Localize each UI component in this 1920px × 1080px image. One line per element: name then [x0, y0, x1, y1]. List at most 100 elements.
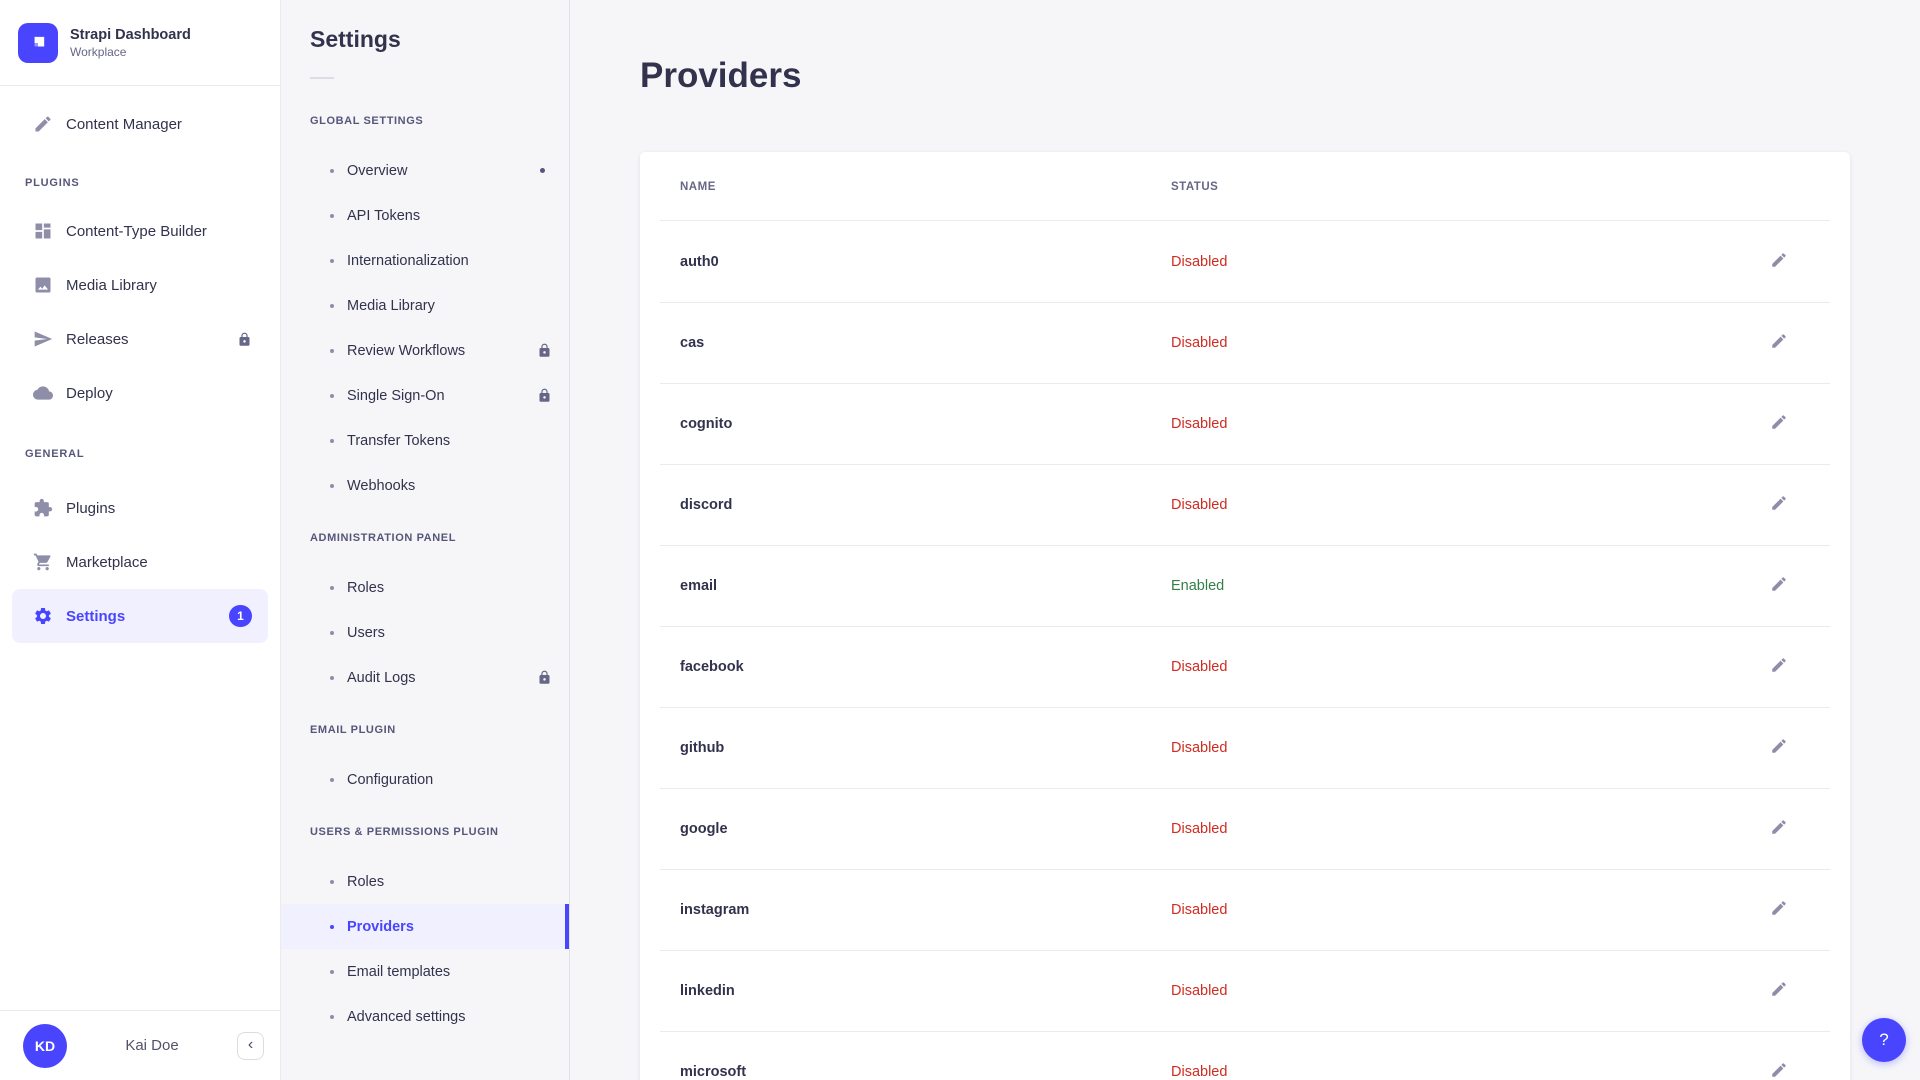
subnav-item-email-templates[interactable]: Email templates	[281, 949, 569, 994]
subnav-item-label: Roles	[347, 579, 385, 596]
subnav-item-api-tokens[interactable]: API Tokens	[281, 193, 569, 238]
subnav-item-transfer-tokens[interactable]: Transfer Tokens	[281, 418, 569, 463]
edit-provider-button[interactable]	[1764, 974, 1794, 1007]
provider-name: facebook	[680, 658, 744, 675]
bullet-icon	[330, 924, 334, 929]
provider-status: Disabled	[1171, 739, 1228, 756]
table-row-discord[interactable]: discord Disabled	[640, 464, 1850, 545]
sidebar-footer: KD Kai Doe ‹	[0, 1010, 280, 1080]
notification-dot-icon	[540, 168, 545, 173]
table-row-linkedin[interactable]: linkedin Disabled	[640, 950, 1850, 1031]
pencil-icon	[1770, 899, 1788, 920]
table-row-instagram[interactable]: instagram Disabled	[640, 869, 1850, 950]
subnav-item-advanced-settings[interactable]: Advanced settings	[281, 994, 569, 1039]
brand[interactable]: Strapi Dashboard Workplace	[0, 0, 280, 86]
subnav-item-providers[interactable]: Providers	[281, 904, 569, 949]
subnav-item-internationalization[interactable]: Internationalization	[281, 238, 569, 283]
provider-status: Disabled	[1171, 1063, 1228, 1080]
sidebar-nav: Content Manager PLUGINS Content-Type Bui…	[0, 86, 280, 643]
table-row-cognito[interactable]: cognito Disabled	[640, 383, 1850, 464]
edit-provider-button[interactable]	[1764, 245, 1794, 278]
gear-icon	[33, 606, 53, 626]
subnav-item-review-workflows[interactable]: Review Workflows	[281, 328, 569, 373]
subnav-title: Settings	[310, 26, 401, 52]
table-row-email[interactable]: email Enabled	[640, 545, 1850, 626]
table-row-facebook[interactable]: facebook Disabled	[640, 626, 1850, 707]
provider-name: email	[680, 577, 718, 594]
table-row-auth0[interactable]: auth0 Disabled	[640, 221, 1850, 302]
subnav-item-label: Users	[347, 624, 385, 641]
pencil-icon	[1770, 413, 1788, 434]
provider-name: auth0	[680, 253, 719, 270]
paper-plane-icon	[33, 329, 53, 349]
main-content: Providers NAME STATUS auth0 Disabled cas…	[570, 0, 1920, 1080]
subnav-item-configuration[interactable]: Configuration	[281, 757, 569, 802]
subnav-item-label: Single Sign-On	[347, 387, 445, 404]
subnav-item-roles[interactable]: Roles	[281, 565, 569, 610]
subnav-item-label: Transfer Tokens	[347, 432, 451, 449]
edit-provider-button[interactable]	[1764, 326, 1794, 359]
sidebar-item-plugins[interactable]: Plugins	[12, 481, 268, 535]
lock-icon	[537, 343, 552, 358]
edit-provider-button[interactable]	[1764, 569, 1794, 602]
sidebar-item-label: Marketplace	[66, 553, 148, 571]
edit-provider-button[interactable]	[1764, 650, 1794, 683]
provider-status: Disabled	[1171, 496, 1228, 513]
sidebar-item-marketplace[interactable]: Marketplace	[12, 535, 268, 589]
subnav-item-roles[interactable]: Roles	[281, 859, 569, 904]
provider-status: Disabled	[1171, 820, 1228, 837]
subnav-section-label: ADMINISTRATION PANEL	[310, 532, 457, 544]
sidebar-item-label: Media Library	[66, 276, 157, 294]
sidebar-item-settings[interactable]: Settings 1	[12, 589, 268, 643]
bullet-icon	[330, 168, 334, 173]
pencil-icon	[1770, 818, 1788, 839]
brand-subtitle: Workplace	[70, 44, 127, 59]
subnav-section-administration-panel: ADMINISTRATION PANEL Roles Users Audit L…	[281, 532, 569, 700]
bullet-icon	[330, 303, 334, 308]
sidebar-item-deploy[interactable]: Deploy	[12, 366, 268, 420]
lock-icon	[537, 670, 552, 685]
help-button[interactable]: ?	[1862, 1018, 1906, 1062]
subnav-item-label: API Tokens	[347, 207, 421, 224]
provider-name: github	[680, 739, 725, 756]
notification-badge: 1	[229, 605, 252, 627]
table-row-google[interactable]: google Disabled	[640, 788, 1850, 869]
user-name: Kai Doe	[125, 1037, 179, 1054]
subnav-item-users[interactable]: Users	[281, 610, 569, 655]
edit-provider-button[interactable]	[1764, 488, 1794, 521]
sidebar-item-content-manager[interactable]: Content Manager	[12, 97, 268, 151]
edit-provider-button[interactable]	[1764, 731, 1794, 764]
table-row-microsoft[interactable]: microsoft Disabled	[640, 1031, 1850, 1080]
sidebar-item-label: Deploy	[66, 384, 113, 402]
table-row-cas[interactable]: cas Disabled	[640, 302, 1850, 383]
pencil-icon	[1770, 332, 1788, 353]
collapse-sidebar-button[interactable]: ‹	[237, 1031, 264, 1060]
main-sidebar: Strapi Dashboard Workplace Content Manag…	[0, 0, 281, 1080]
pencil-icon	[1770, 656, 1788, 677]
subnav-divider	[310, 77, 334, 79]
lock-icon	[537, 388, 552, 403]
avatar[interactable]: KD	[23, 1023, 67, 1068]
subnav-item-single-sign-on[interactable]: Single Sign-On	[281, 373, 569, 418]
edit-provider-button[interactable]	[1764, 893, 1794, 926]
edit-provider-button[interactable]	[1764, 407, 1794, 440]
page-title: Providers	[640, 56, 802, 95]
strapi-logo-icon	[18, 22, 58, 63]
sidebar-item-media-library[interactable]: Media Library	[12, 258, 268, 312]
edit-provider-button[interactable]	[1764, 1055, 1794, 1080]
bullet-icon	[330, 483, 334, 488]
subnav-item-audit-logs[interactable]: Audit Logs	[281, 655, 569, 700]
edit-provider-button[interactable]	[1764, 812, 1794, 845]
provider-name: cas	[680, 334, 705, 351]
subnav-item-webhooks[interactable]: Webhooks	[281, 463, 569, 508]
table-row-github[interactable]: github Disabled	[640, 707, 1850, 788]
subnav-item-media-library[interactable]: Media Library	[281, 283, 569, 328]
provider-status: Disabled	[1171, 658, 1228, 675]
subnav-item-overview[interactable]: Overview	[281, 148, 569, 193]
sidebar-item-content-type-builder[interactable]: Content-Type Builder	[12, 204, 268, 258]
write-icon	[33, 114, 53, 134]
subnav-section-label: USERS & PERMISSIONS PLUGIN	[310, 826, 499, 838]
table-body: auth0 Disabled cas Disabled cognito Disa…	[640, 221, 1850, 1080]
sidebar-item-releases[interactable]: Releases	[12, 312, 268, 366]
